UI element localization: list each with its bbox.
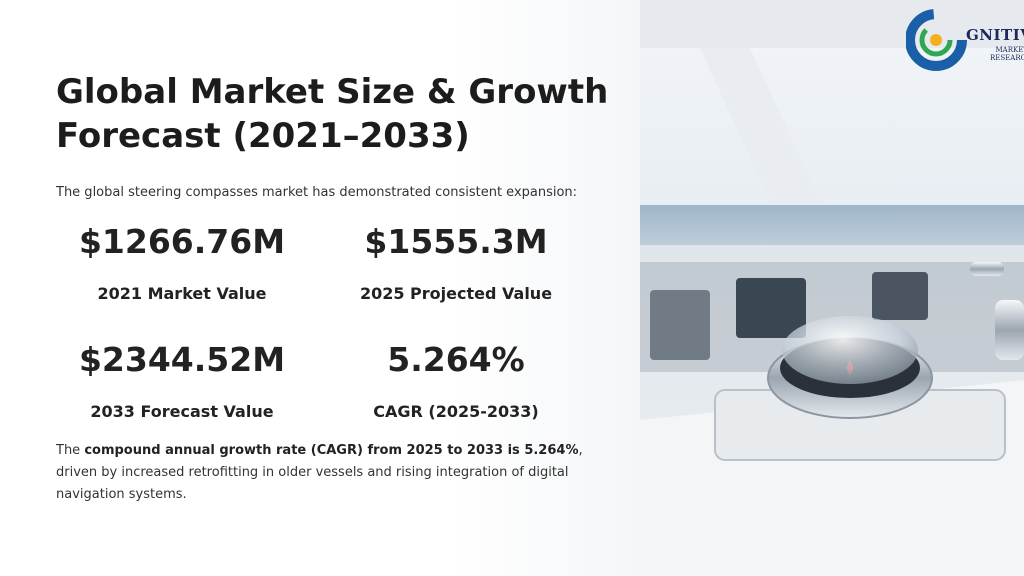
photo-illustration [640, 0, 1024, 576]
cognitive-market-research-logo [906, 9, 967, 71]
logo-subtitle-line-2: RESEARCH [990, 54, 1024, 62]
display-screen [872, 272, 928, 320]
stat-value: $1266.76M [78, 222, 286, 261]
stat-label: 2033 Forecast Value [90, 402, 274, 421]
window-pillar [700, 48, 840, 245]
stat-label: 2025 Projected Value [359, 284, 553, 303]
ship-bridge-compass-photo [640, 0, 1024, 576]
display-screen [736, 278, 806, 338]
stat-value: 5.264% [387, 340, 525, 379]
stat-2021-market-value: $1266.76M 2021 Market Value [52, 222, 312, 303]
summary-prefix: The [56, 443, 85, 458]
stat-cagr: 5.264% CAGR (2025-2033) [326, 340, 586, 421]
logo-ring [906, 9, 967, 71]
stat-value: $1555.3M [364, 222, 548, 261]
title-line-2: Forecast (2021–2033) [56, 116, 470, 156]
stat-label: CAGR (2025-2033) [373, 402, 539, 421]
content-panel: Global Market Size & Growth Forecast (20… [0, 0, 640, 576]
stat-value: $2344.52M [78, 340, 286, 379]
logo-center [930, 34, 942, 46]
logo-wordmark: GNITIVE [966, 26, 1024, 44]
compass-glass-dome [782, 316, 918, 384]
summary-suffix: , driven by increased retrofitting in ol… [56, 443, 583, 502]
title-line-1: Global Market Size & Growth [56, 72, 609, 112]
stat-label: 2021 Market Value [97, 284, 267, 303]
intro-text: The global steering compasses market has… [56, 185, 578, 200]
summary-bold: compound annual growth rate (CAGR) from … [84, 443, 579, 458]
logo-subtitle: MARKET RESEARCH [990, 46, 1024, 62]
stat-2033-forecast-value: $2344.52M 2033 Forecast Value [52, 340, 312, 421]
page-title: Global Market Size & Growth Forecast (20… [56, 70, 616, 158]
summary-text: The compound annual growth rate (CAGR) f… [56, 440, 586, 506]
stat-2025-projected-value: $1555.3M 2025 Projected Value [326, 222, 586, 303]
logo-subtitle-line-1: MARKET [995, 46, 1024, 54]
throttle-base [995, 300, 1024, 360]
throttle-lever [970, 262, 1004, 276]
control-buttons [650, 290, 710, 360]
logo-inner-ring [919, 23, 953, 57]
